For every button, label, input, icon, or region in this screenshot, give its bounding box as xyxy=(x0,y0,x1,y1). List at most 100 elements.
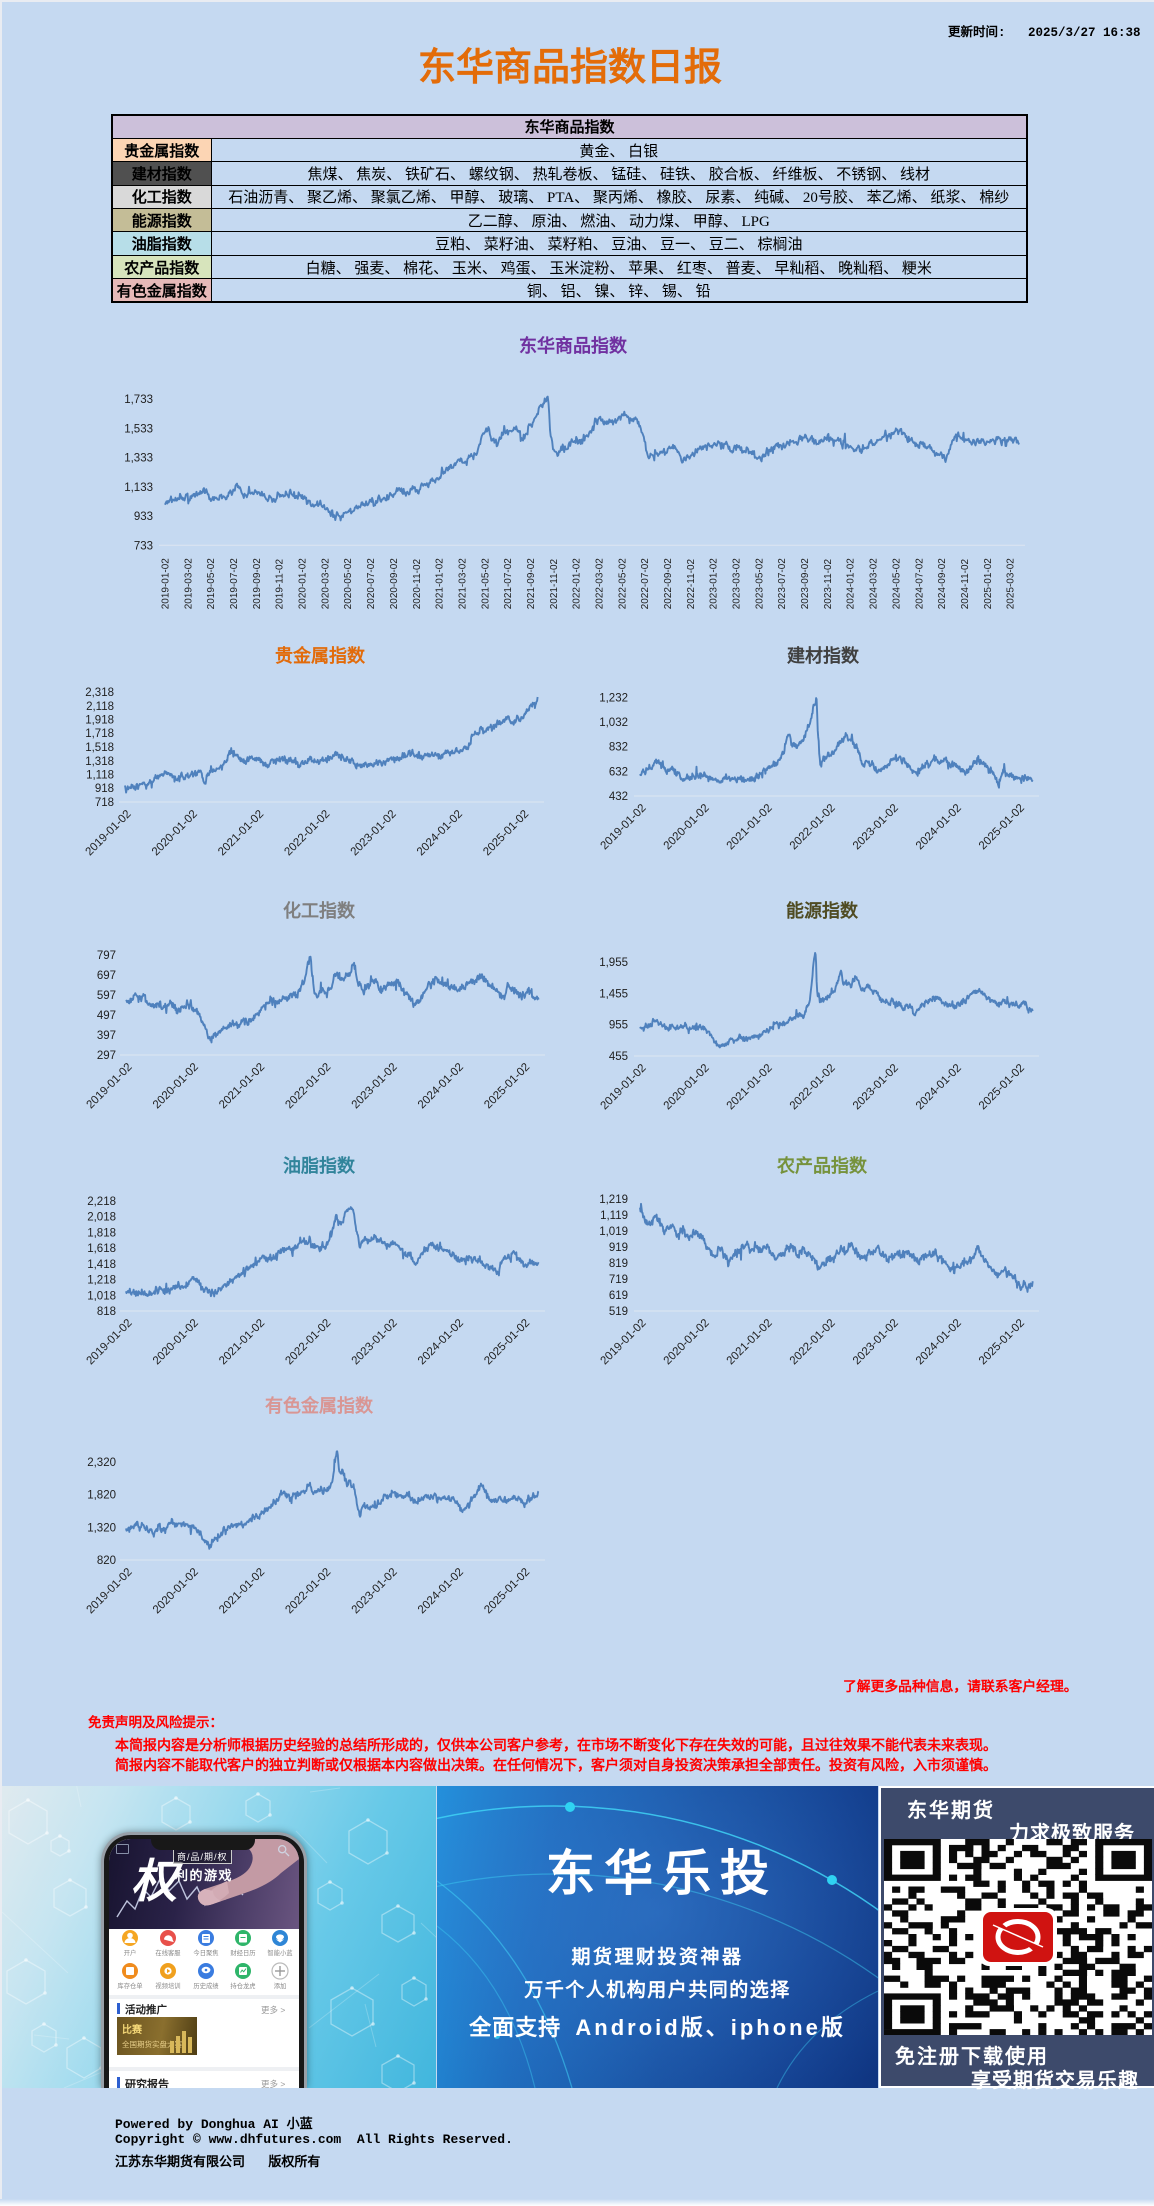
svg-text:2024-09-02: 2024-09-02 xyxy=(937,558,948,610)
svg-text:有色金属指数: 有色金属指数 xyxy=(265,1395,374,1416)
svg-text:697: 697 xyxy=(97,970,116,982)
svg-text:2020-01-02: 2020-01-02 xyxy=(151,1061,201,1111)
svg-text:农产品指数: 农产品指数 xyxy=(776,1155,868,1176)
svg-text:2021-01-02: 2021-01-02 xyxy=(217,1566,267,1616)
svg-text:2024-05-02: 2024-05-02 xyxy=(891,558,902,610)
svg-text:2023-11-02: 2023-11-02 xyxy=(823,558,834,609)
svg-text:2025-03-02: 2025-03-02 xyxy=(1006,558,1017,610)
svg-text:2022-01-02: 2022-01-02 xyxy=(283,1061,333,1111)
svg-text:1,533: 1,533 xyxy=(124,423,153,435)
svg-text:2019-05-02: 2019-05-02 xyxy=(206,558,217,610)
svg-text:2025-01-02: 2025-01-02 xyxy=(482,1317,532,1367)
svg-text:2020-01-02: 2020-01-02 xyxy=(662,802,712,852)
svg-text:2024-01-02: 2024-01-02 xyxy=(416,1566,466,1616)
svg-text:818: 818 xyxy=(97,1306,116,1318)
svg-text:2020-01-02: 2020-01-02 xyxy=(298,558,309,610)
svg-text:2022-01-02: 2022-01-02 xyxy=(788,1317,838,1367)
svg-text:2024-07-02: 2024-07-02 xyxy=(914,558,925,610)
svg-text:2020-01-02: 2020-01-02 xyxy=(150,808,200,858)
svg-text:2024-01-02: 2024-01-02 xyxy=(416,1317,466,1367)
svg-text:919: 919 xyxy=(609,1242,628,1254)
svg-text:2025-01-02: 2025-01-02 xyxy=(977,1317,1027,1367)
svg-text:2020-01-02: 2020-01-02 xyxy=(151,1317,201,1367)
svg-text:2022-01-02: 2022-01-02 xyxy=(788,1062,838,1112)
svg-text:2020-09-02: 2020-09-02 xyxy=(389,558,400,610)
svg-text:1,019: 1,019 xyxy=(599,1226,628,1238)
svg-text:2024-03-02: 2024-03-02 xyxy=(869,558,880,610)
svg-text:库存仓单: 库存仓单 xyxy=(117,1981,142,1990)
svg-text:2023-01-02: 2023-01-02 xyxy=(349,808,399,858)
svg-text:2024-01-02: 2024-01-02 xyxy=(415,808,465,858)
svg-text:2021-01-02: 2021-01-02 xyxy=(725,1317,775,1367)
svg-text:733: 733 xyxy=(134,540,153,552)
svg-text:2020-01-02: 2020-01-02 xyxy=(151,1566,201,1616)
svg-text:820: 820 xyxy=(97,1555,116,1567)
svg-text:2021-09-02: 2021-09-02 xyxy=(526,558,537,610)
svg-text:2023-01-02: 2023-01-02 xyxy=(851,802,901,852)
svg-text:2022-09-02: 2022-09-02 xyxy=(663,558,674,610)
svg-text:2022-01-02: 2022-01-02 xyxy=(283,1317,333,1367)
svg-text:832: 832 xyxy=(609,742,628,754)
svg-text:2,018: 2,018 xyxy=(87,1212,116,1224)
svg-text:1,718: 1,718 xyxy=(85,728,114,740)
svg-text:2023-01-02: 2023-01-02 xyxy=(709,558,720,610)
svg-text:2025-01-02: 2025-01-02 xyxy=(983,558,994,610)
svg-text:2021-01-02: 2021-01-02 xyxy=(435,558,446,610)
svg-text:能源指数: 能源指数 xyxy=(786,900,859,921)
svg-text:2023-01-02: 2023-01-02 xyxy=(851,1062,901,1112)
svg-text:2025-01-02: 2025-01-02 xyxy=(977,1062,1027,1112)
svg-text:1,232: 1,232 xyxy=(599,692,628,704)
svg-text:797: 797 xyxy=(97,950,116,962)
svg-text:819: 819 xyxy=(609,1258,628,1270)
svg-text:2019-01-02: 2019-01-02 xyxy=(85,1317,135,1367)
svg-text:1,320: 1,320 xyxy=(87,1522,116,1534)
svg-text:1,818: 1,818 xyxy=(87,1227,116,1239)
svg-text:化工指数: 化工指数 xyxy=(283,900,356,921)
svg-text:2,320: 2,320 xyxy=(87,1457,116,1469)
svg-text:1,119: 1,119 xyxy=(600,1210,628,1222)
svg-text:2019-01-02: 2019-01-02 xyxy=(599,802,649,852)
svg-text:建材指数: 建材指数 xyxy=(787,645,860,666)
svg-text:2,118: 2,118 xyxy=(86,701,114,713)
svg-text:397: 397 xyxy=(97,1030,116,1042)
svg-text:2020-03-02: 2020-03-02 xyxy=(320,558,331,610)
svg-text:2024-01-02: 2024-01-02 xyxy=(914,1317,964,1367)
svg-text:2019-11-02: 2019-11-02 xyxy=(275,558,286,609)
svg-text:2021-05-02: 2021-05-02 xyxy=(480,558,491,610)
svg-text:2019-01-02: 2019-01-02 xyxy=(84,808,134,858)
svg-text:财经日历: 财经日历 xyxy=(230,1948,255,1957)
svg-text:519: 519 xyxy=(609,1306,628,1318)
svg-text:2021-01-02: 2021-01-02 xyxy=(217,1317,267,1367)
svg-text:今日聚焦: 今日聚焦 xyxy=(193,1948,219,1957)
svg-text:1,118: 1,118 xyxy=(86,770,114,782)
svg-text:2024-11-02: 2024-11-02 xyxy=(960,558,971,609)
svg-text:2019-01-02: 2019-01-02 xyxy=(599,1317,649,1367)
svg-text:1,918: 1,918 xyxy=(85,715,114,727)
svg-text:2022-03-02: 2022-03-02 xyxy=(595,558,606,610)
svg-text:1,018: 1,018 xyxy=(87,1290,116,1302)
svg-text:2,218: 2,218 xyxy=(87,1196,116,1208)
svg-text:718: 718 xyxy=(95,797,114,809)
svg-text:2021-01-02: 2021-01-02 xyxy=(216,808,266,858)
svg-text:2021-07-02: 2021-07-02 xyxy=(503,558,514,610)
svg-text:2021-01-02: 2021-01-02 xyxy=(217,1061,267,1111)
svg-text:2025-01-02: 2025-01-02 xyxy=(482,1061,532,1111)
svg-text:2024-01-02: 2024-01-02 xyxy=(914,802,964,852)
svg-text:297: 297 xyxy=(97,1050,116,1062)
svg-text:2019-01-02: 2019-01-02 xyxy=(85,1566,135,1616)
svg-text:历史成绩: 历史成绩 xyxy=(193,1981,219,1990)
svg-text:2023-01-02: 2023-01-02 xyxy=(350,1317,400,1367)
svg-text:添加: 添加 xyxy=(274,1981,287,1990)
svg-text:贵金属指数: 贵金属指数 xyxy=(275,645,366,666)
svg-text:2021-01-02: 2021-01-02 xyxy=(725,802,775,852)
svg-text:在线客服: 在线客服 xyxy=(155,1948,181,1957)
svg-text:2019-01-02: 2019-01-02 xyxy=(161,558,172,610)
svg-text:1,618: 1,618 xyxy=(87,1243,116,1255)
svg-text:1,418: 1,418 xyxy=(87,1259,116,1271)
svg-text:2023-01-02: 2023-01-02 xyxy=(350,1061,400,1111)
svg-text:2025-01-02: 2025-01-02 xyxy=(482,1566,532,1616)
svg-text:1,820: 1,820 xyxy=(87,1490,116,1502)
svg-text:619: 619 xyxy=(609,1290,628,1302)
svg-text:2022-07-02: 2022-07-02 xyxy=(640,558,651,610)
svg-text:1,518: 1,518 xyxy=(85,742,114,754)
